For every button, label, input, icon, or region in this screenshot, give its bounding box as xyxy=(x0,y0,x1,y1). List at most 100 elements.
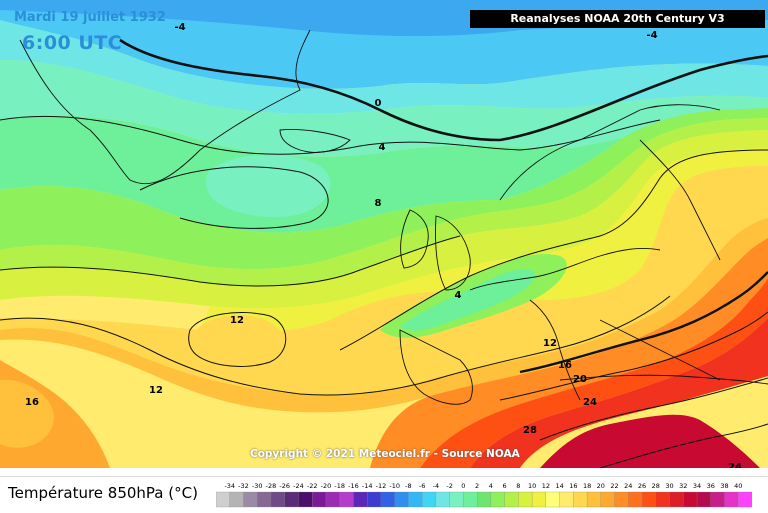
contour-label: 16 xyxy=(25,397,39,408)
legend-tick-label: -8 xyxy=(405,482,411,490)
legend-swatch xyxy=(504,491,519,508)
legend-tick-label: -16 xyxy=(348,482,359,490)
contour-label: 4 xyxy=(455,290,462,301)
legend-tick-label: -26 xyxy=(279,482,290,490)
copyright-text: Copyright © 2021 Meteociel.fr - Source N… xyxy=(250,448,520,460)
legend-tick-label: 20 xyxy=(597,482,605,490)
legend-swatch xyxy=(435,491,451,508)
band-darkred xyxy=(540,414,760,468)
legend-swatch xyxy=(476,491,492,508)
legend-swatch xyxy=(257,491,272,508)
band-seagreen xyxy=(0,60,768,157)
legend-swatch xyxy=(449,491,464,508)
source-label: Reanalyses NOAA 20th Century V3 xyxy=(470,10,765,28)
legend-tick-label: 8 xyxy=(516,482,520,490)
legend-tick-label: -30 xyxy=(252,482,263,490)
legend-swatch xyxy=(655,491,670,508)
legend-tick-label: 2 xyxy=(475,482,479,490)
band-red-orange xyxy=(370,238,768,468)
cool-tongue-core xyxy=(400,268,535,331)
legend-tick-label: 22 xyxy=(610,482,618,490)
band-yellow xyxy=(200,148,768,333)
legend-swatch xyxy=(229,491,244,508)
legend-swatch xyxy=(298,491,313,508)
legend-tick-label: -20 xyxy=(321,482,332,490)
contour-label: 12 xyxy=(543,338,557,349)
legend-tick-label: 30 xyxy=(665,482,673,490)
contour-label: 24 xyxy=(728,462,742,468)
band-lime xyxy=(0,130,768,309)
contour-label: 16 xyxy=(558,360,572,371)
legend-tick-label: -6 xyxy=(419,482,425,490)
legend-tick-label: 26 xyxy=(638,482,646,490)
legend-swatch xyxy=(339,491,354,508)
legend-swatch xyxy=(490,491,506,508)
color-scale: -34 -32 -30 -28 -26 -24 -22 -20 -18 -16 -14 -12 -10-… xyxy=(216,482,752,508)
legend-swatch xyxy=(367,491,382,508)
legend-tick-label: 0 xyxy=(461,482,465,490)
isotherms xyxy=(0,38,768,468)
legend-tick-label: -22 xyxy=(307,482,318,490)
band-yellowgreen xyxy=(0,118,768,286)
legend-swatch xyxy=(421,491,437,508)
legend-swatch xyxy=(270,491,286,508)
legend-tick-label: 16 xyxy=(569,482,577,490)
contour-label: -4 xyxy=(174,22,185,33)
band-orange-light xyxy=(0,166,768,396)
legend-tick-label: 10 xyxy=(528,482,536,490)
legend-swatch xyxy=(641,491,657,508)
warm-pocket-16 xyxy=(0,379,54,448)
legend-tick-label: -14 xyxy=(362,482,373,490)
legend-swatch xyxy=(243,491,258,508)
legend-swatch xyxy=(559,491,574,508)
legend-tick-label: 32 xyxy=(679,482,687,490)
legend-swatch xyxy=(216,491,231,508)
legend-tick-label: -2 xyxy=(446,482,452,490)
legend-swatch xyxy=(710,491,725,508)
contour-label: 12 xyxy=(149,385,163,396)
legend-swatch xyxy=(545,491,561,508)
band-cyan xyxy=(0,10,768,89)
legend-swatch xyxy=(463,491,478,508)
legend-swatch xyxy=(573,491,588,508)
legend-tick-label: -34 xyxy=(224,482,235,490)
contour-label: 0 xyxy=(375,98,382,109)
contour-labels: -4 -4 0 4 8 4 12 12 16 12 16 20 24 28 24 xyxy=(25,22,742,468)
legend-tick-label: -24 xyxy=(293,482,304,490)
legend-tick-label: -12 xyxy=(376,482,387,490)
legend-tick-label: 24 xyxy=(624,482,632,490)
band-red xyxy=(420,278,768,468)
legend-swatch xyxy=(312,491,327,508)
legend-swatch xyxy=(724,491,739,508)
legend-swatch xyxy=(628,491,643,508)
legend-swatch xyxy=(738,491,752,508)
legend-swatch xyxy=(683,491,698,508)
legend-tick-label: 34 xyxy=(693,482,701,490)
legend-swatch xyxy=(380,491,396,508)
map-time: 6:00 UTC xyxy=(22,32,123,54)
legend-title: Température 850hPa (°C) xyxy=(8,484,198,502)
legend-swatch xyxy=(531,491,547,508)
map-date: Mardi 19 juillet 1932 xyxy=(14,10,166,25)
contour-label: 24 xyxy=(583,397,597,408)
legend-tick-label: 14 xyxy=(555,482,563,490)
legend-tick-label: 4 xyxy=(489,482,493,490)
band-crimson xyxy=(470,318,768,468)
contour-label: 4 xyxy=(379,142,386,153)
legend-tick-label: 40 xyxy=(734,482,742,490)
contour-label: 28 xyxy=(523,425,537,436)
contour-label: 12 xyxy=(230,315,244,326)
legend-swatch xyxy=(284,491,299,508)
contour-label: -4 xyxy=(646,30,657,41)
legend-tick-label: -4 xyxy=(433,482,439,490)
contour-label: 20 xyxy=(573,374,587,385)
legend-swatch xyxy=(696,491,712,508)
legend-swatch xyxy=(394,491,409,508)
legend-tick-label: -28 xyxy=(266,482,277,490)
legend-tick-label: 38 xyxy=(720,482,728,490)
legend-swatch xyxy=(518,491,533,508)
legend-swatch xyxy=(408,491,423,508)
legend-tick-label: 12 xyxy=(542,482,550,490)
temperature-map: -4 -4 0 4 8 4 12 12 16 12 16 20 24 28 24 xyxy=(0,0,768,468)
warm-pocket-12 xyxy=(193,315,283,365)
